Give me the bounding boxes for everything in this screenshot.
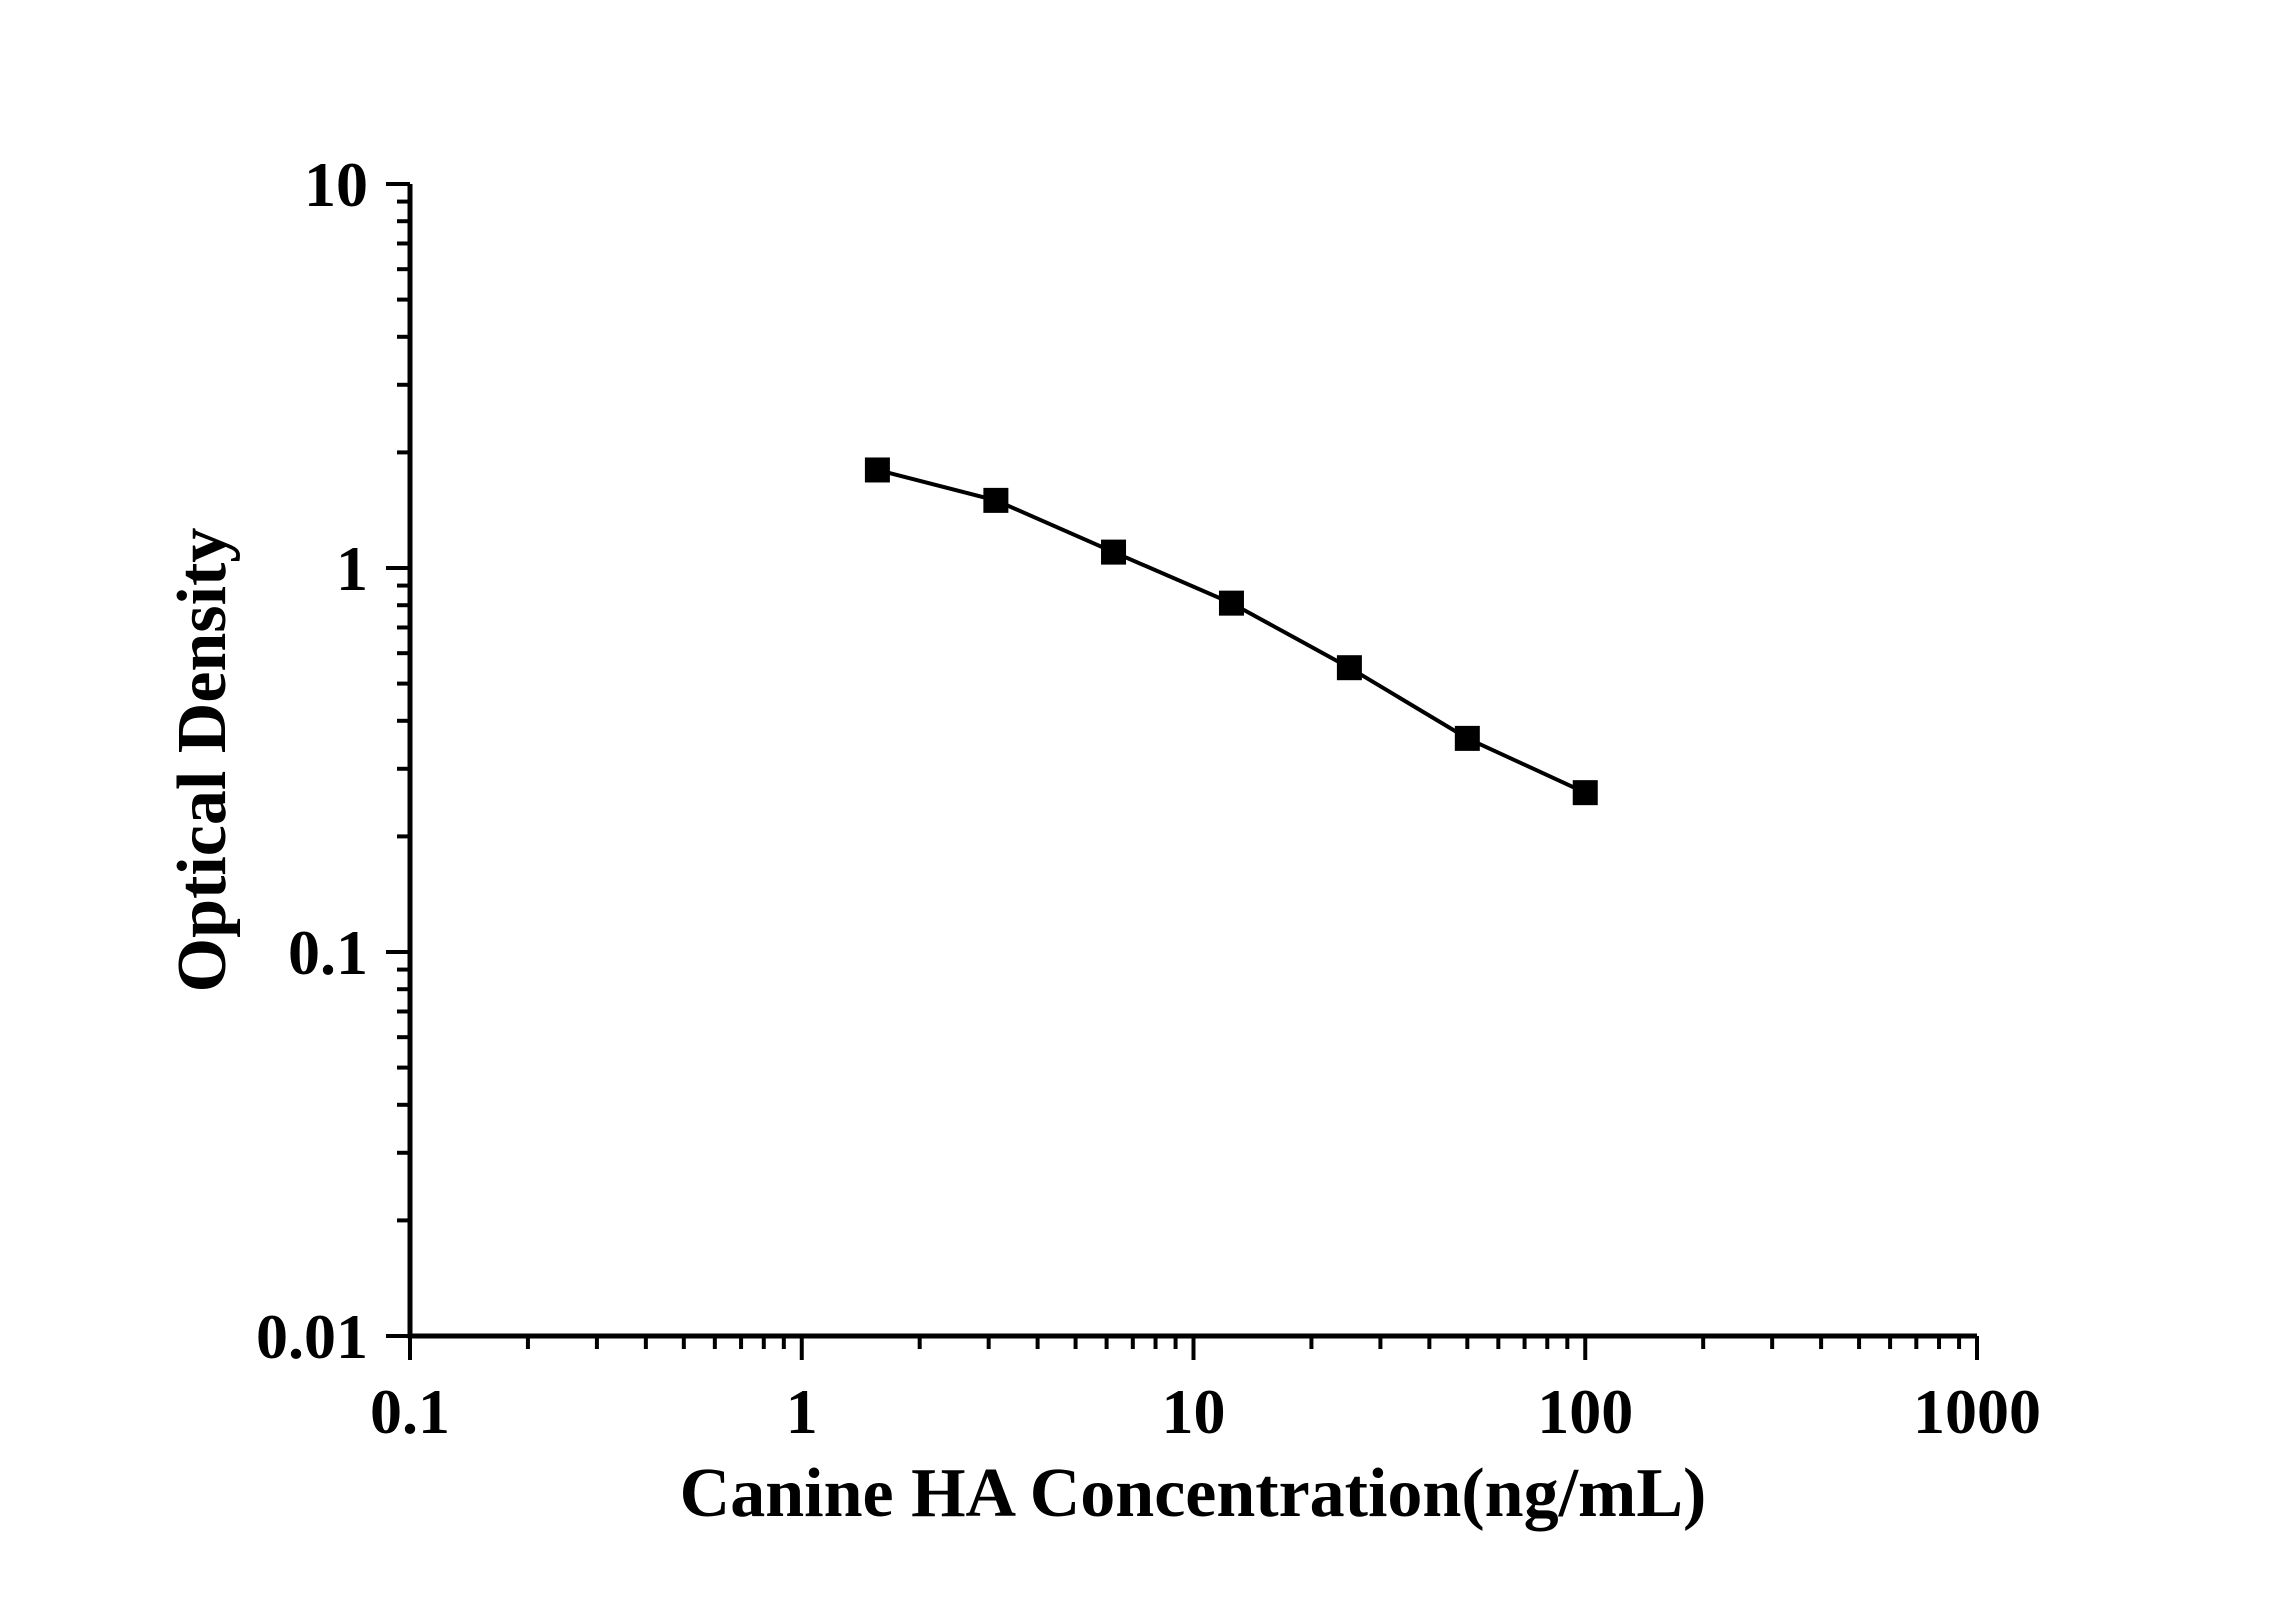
data-point-marker: [1454, 725, 1480, 751]
x-tick-label: 1: [786, 1376, 818, 1447]
x-axis-title: Canine HA Concentration(ng/mL): [680, 1455, 1707, 1532]
x-tick-label: 10: [1162, 1376, 1226, 1447]
axes-layer: [386, 182, 1979, 1360]
data-point-marker: [983, 487, 1009, 513]
x-tick-label: 0.1: [370, 1376, 450, 1447]
y-tick-label: 0.1: [288, 917, 368, 988]
y-tick-label: 1: [336, 533, 368, 604]
x-tick-label: 100: [1537, 1376, 1633, 1447]
y-axis-title: Optical Density: [164, 528, 241, 993]
y-tick-label: 0.01: [256, 1301, 368, 1372]
data-point-marker: [864, 457, 890, 483]
data-series-layer: [864, 457, 1598, 806]
data-point-marker: [1101, 539, 1127, 565]
data-point-marker: [1572, 780, 1598, 806]
y-tick-label: 10: [304, 149, 368, 220]
data-point-marker: [1336, 655, 1362, 681]
data-point-marker: [1218, 590, 1244, 616]
x-tick-label: 1000: [1913, 1376, 2041, 1447]
